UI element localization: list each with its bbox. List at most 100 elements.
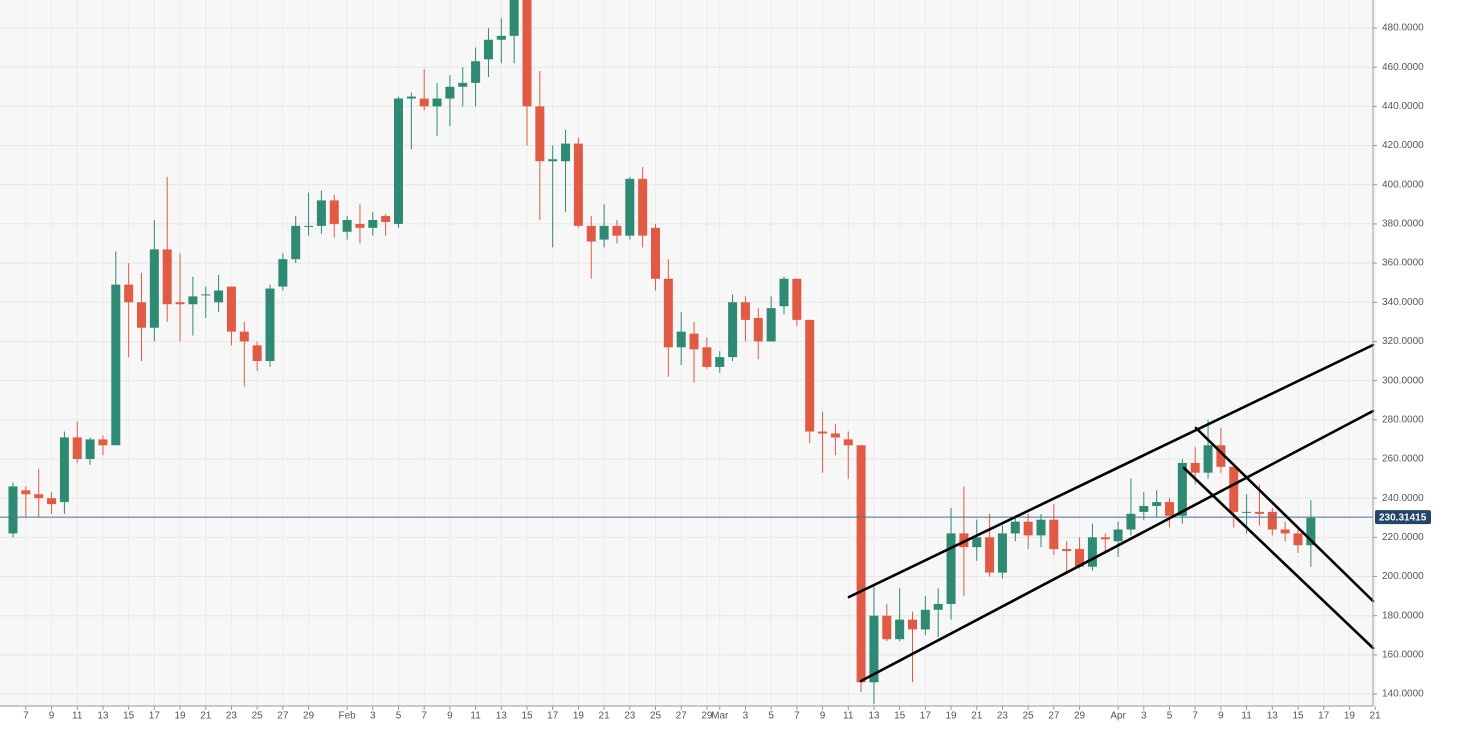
candle-body bbox=[766, 308, 776, 342]
candle-body bbox=[406, 96, 416, 99]
y-tick-label: 400.0000 bbox=[1382, 179, 1424, 190]
candle-body bbox=[72, 437, 82, 459]
candle-body bbox=[239, 331, 249, 342]
channel-lower bbox=[859, 409, 1375, 683]
candle-body bbox=[265, 288, 275, 362]
candle-body bbox=[792, 278, 802, 320]
candle-body bbox=[1152, 502, 1162, 506]
x-tick-label: 7 bbox=[421, 711, 427, 722]
candle-body bbox=[1280, 529, 1290, 534]
candle-body bbox=[8, 486, 18, 534]
y-tick-label: 460.0000 bbox=[1382, 62, 1424, 73]
candle-body bbox=[381, 216, 391, 222]
candle-body bbox=[21, 490, 31, 495]
candle-body bbox=[676, 331, 686, 348]
x-tick-label: 7 bbox=[794, 711, 800, 722]
x-tick-label: 3 bbox=[743, 711, 749, 722]
candle-body bbox=[586, 225, 596, 242]
candle-body bbox=[689, 333, 699, 350]
candle-body bbox=[985, 537, 995, 573]
trendlines bbox=[847, 343, 1375, 683]
x-tick-label: 9 bbox=[820, 711, 826, 722]
y-tick-label: 300.0000 bbox=[1382, 375, 1424, 386]
x-tick-label: Feb bbox=[338, 711, 356, 722]
candle-body bbox=[175, 302, 185, 305]
candle-body bbox=[1100, 537, 1110, 540]
x-tick-label: 23 bbox=[997, 711, 1009, 722]
candle-body bbox=[496, 35, 506, 40]
candle-body bbox=[85, 439, 95, 459]
candle-body bbox=[959, 533, 969, 548]
candle-body bbox=[471, 61, 481, 83]
candle-body bbox=[394, 98, 403, 224]
candle-body bbox=[1087, 537, 1097, 567]
candle-body bbox=[946, 533, 956, 604]
price-label: 230.31415 bbox=[1379, 512, 1427, 523]
candle-body bbox=[458, 82, 468, 87]
x-tick-label: 15 bbox=[123, 711, 135, 722]
candle-body bbox=[316, 200, 326, 226]
y-tick-label: 320.0000 bbox=[1382, 336, 1424, 347]
candle-body bbox=[111, 284, 121, 446]
y-tick-label: 260.0000 bbox=[1382, 454, 1424, 465]
candle-body bbox=[522, 0, 532, 107]
x-tick-label: 5 bbox=[768, 711, 774, 722]
y-tick-label: 360.0000 bbox=[1382, 258, 1424, 269]
channel-upper bbox=[847, 343, 1375, 599]
candle-body bbox=[856, 445, 866, 683]
axes: 140.0000 160.0000 180.0000 200.0000 220.0000… bbox=[23, 23, 1431, 722]
y-tick-label: 220.0000 bbox=[1382, 532, 1424, 543]
x-tick-label: 11 bbox=[1241, 711, 1252, 722]
x-tick-label: 29 bbox=[701, 711, 713, 722]
x-tick-label: 29 bbox=[303, 711, 315, 722]
x-tick-label: 9 bbox=[447, 711, 453, 722]
x-tick-label: 25 bbox=[252, 711, 264, 722]
x-tick-label: 9 bbox=[49, 711, 55, 722]
candle-body bbox=[509, 0, 519, 36]
candle-body bbox=[972, 537, 982, 548]
candle-body bbox=[1177, 462, 1187, 516]
candle-body bbox=[304, 225, 314, 227]
y-tick-label: 280.0000 bbox=[1382, 414, 1424, 425]
x-tick-label: 23 bbox=[624, 711, 636, 722]
x-tick-label: 17 bbox=[1318, 711, 1330, 722]
y-tick-label: 380.0000 bbox=[1382, 219, 1424, 230]
x-tick-label: 7 bbox=[23, 711, 29, 722]
y-tick-label: 200.0000 bbox=[1382, 571, 1424, 582]
x-tick-label: 19 bbox=[573, 711, 585, 722]
x-tick-label: 3 bbox=[370, 711, 376, 722]
x-tick-label: Mar bbox=[711, 711, 729, 722]
x-tick-label: 25 bbox=[650, 711, 662, 722]
candle-body bbox=[1023, 521, 1033, 536]
candle-body bbox=[933, 603, 943, 610]
candle-body bbox=[728, 302, 738, 358]
candle-body bbox=[1229, 466, 1239, 512]
x-tick-label: 17 bbox=[149, 711, 161, 722]
x-tick-label: 11 bbox=[72, 711, 83, 722]
candle-body bbox=[638, 178, 648, 236]
candle-body bbox=[895, 619, 905, 640]
candle-body bbox=[59, 437, 69, 503]
y-tick-label: 340.0000 bbox=[1382, 297, 1424, 308]
x-tick-label: 21 bbox=[1370, 711, 1382, 722]
candle-body bbox=[188, 296, 198, 305]
x-tick-label: 27 bbox=[1048, 711, 1060, 722]
candle-body bbox=[548, 159, 558, 162]
candle-body bbox=[805, 319, 815, 432]
candle-body bbox=[843, 439, 853, 446]
x-tick-label: 21 bbox=[599, 711, 611, 722]
candle-body bbox=[1062, 549, 1072, 552]
candle-body bbox=[214, 290, 224, 303]
candle-body bbox=[1075, 549, 1085, 567]
candle-body bbox=[149, 249, 159, 328]
candle-body bbox=[997, 533, 1007, 573]
candle-body bbox=[124, 284, 134, 303]
x-tick-label: 13 bbox=[868, 711, 880, 722]
x-tick-label: 21 bbox=[200, 711, 212, 722]
candle-body bbox=[252, 345, 262, 362]
candle-body bbox=[368, 219, 378, 228]
y-tick-label: 180.0000 bbox=[1382, 610, 1424, 621]
candle-body bbox=[1254, 511, 1264, 514]
candle-body bbox=[342, 219, 352, 232]
